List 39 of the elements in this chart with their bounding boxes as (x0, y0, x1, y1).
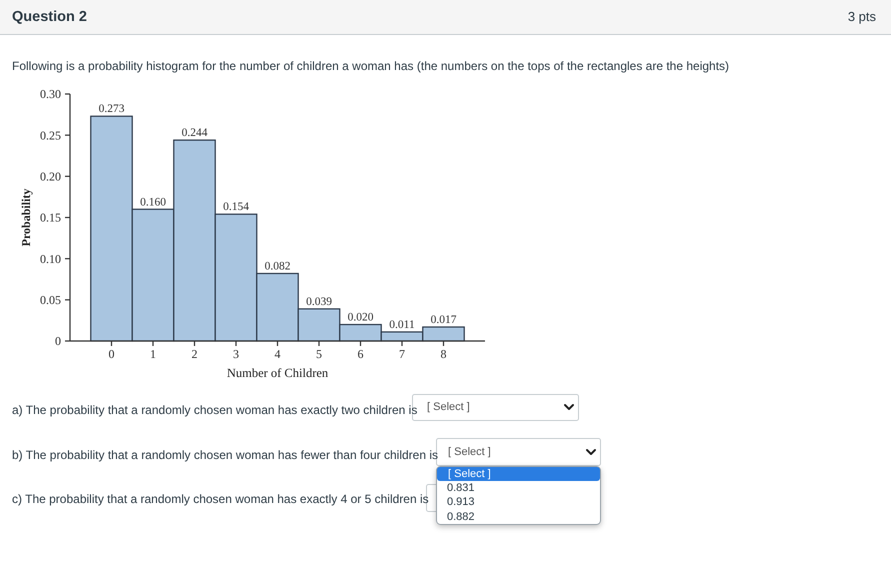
text: [ Select ] (448, 468, 491, 480)
y-axis-title: Probability (19, 188, 33, 246)
data-label: 0.020 (348, 312, 374, 324)
y-tick-label: 0.15 (40, 210, 61, 225)
x-tick-label: 4 (274, 347, 280, 361)
data-label: 0.244 (182, 127, 208, 140)
y-tick-label: 0.05 (40, 293, 61, 308)
data-label: 0.017 (430, 314, 457, 326)
x-tick-label: 6 (358, 347, 364, 361)
text: [ Select ] (427, 401, 470, 413)
x-tick-label: 2 (192, 347, 198, 361)
y-tick-label: 0.30 (40, 87, 61, 102)
data-label: 0.039 (306, 296, 332, 308)
x-tick-label: 1 (150, 347, 156, 361)
text: b) The probability that a randomly chosen woman has fewer than four children is (12, 448, 438, 462)
text: 3 pts (848, 9, 876, 24)
text: [ Select ] (448, 446, 491, 458)
text: 0.882 (447, 511, 475, 523)
data-label: 0.160 (140, 196, 166, 208)
y-tick-label: 0.10 (40, 252, 61, 266)
x-tick-label: 0 (108, 347, 114, 361)
text: Question 2 (12, 9, 87, 25)
y-tick-label: 0.20 (40, 170, 61, 184)
text: c) The probability that a randomly chosen woman has exactly 4 or 5 children is (12, 492, 429, 506)
text: Following is a probability histogram for the number of children a woman has (the numbers on the tops of the rectangles are the heights) (12, 59, 730, 73)
x-tick-label: 5 (316, 347, 322, 361)
x-axis-title: Number of Children (226, 366, 329, 380)
text: a) The probability that a randomly chosen woman has exactly two children is (12, 403, 418, 417)
data-label: 0.011 (389, 318, 415, 331)
text: 0.831 (447, 482, 475, 494)
data-label: 0.154 (223, 201, 250, 214)
y-tick-label: 0.25 (40, 128, 61, 142)
data-label: 0.273 (98, 103, 125, 116)
y-tick-label: 0 (55, 334, 61, 348)
text: 0.913 (447, 496, 475, 508)
x-tick-label: 8 (440, 347, 446, 361)
x-tick-label: 3 (233, 347, 239, 361)
data-label: 0.082 (264, 260, 291, 272)
x-tick-label: 7 (399, 347, 405, 361)
